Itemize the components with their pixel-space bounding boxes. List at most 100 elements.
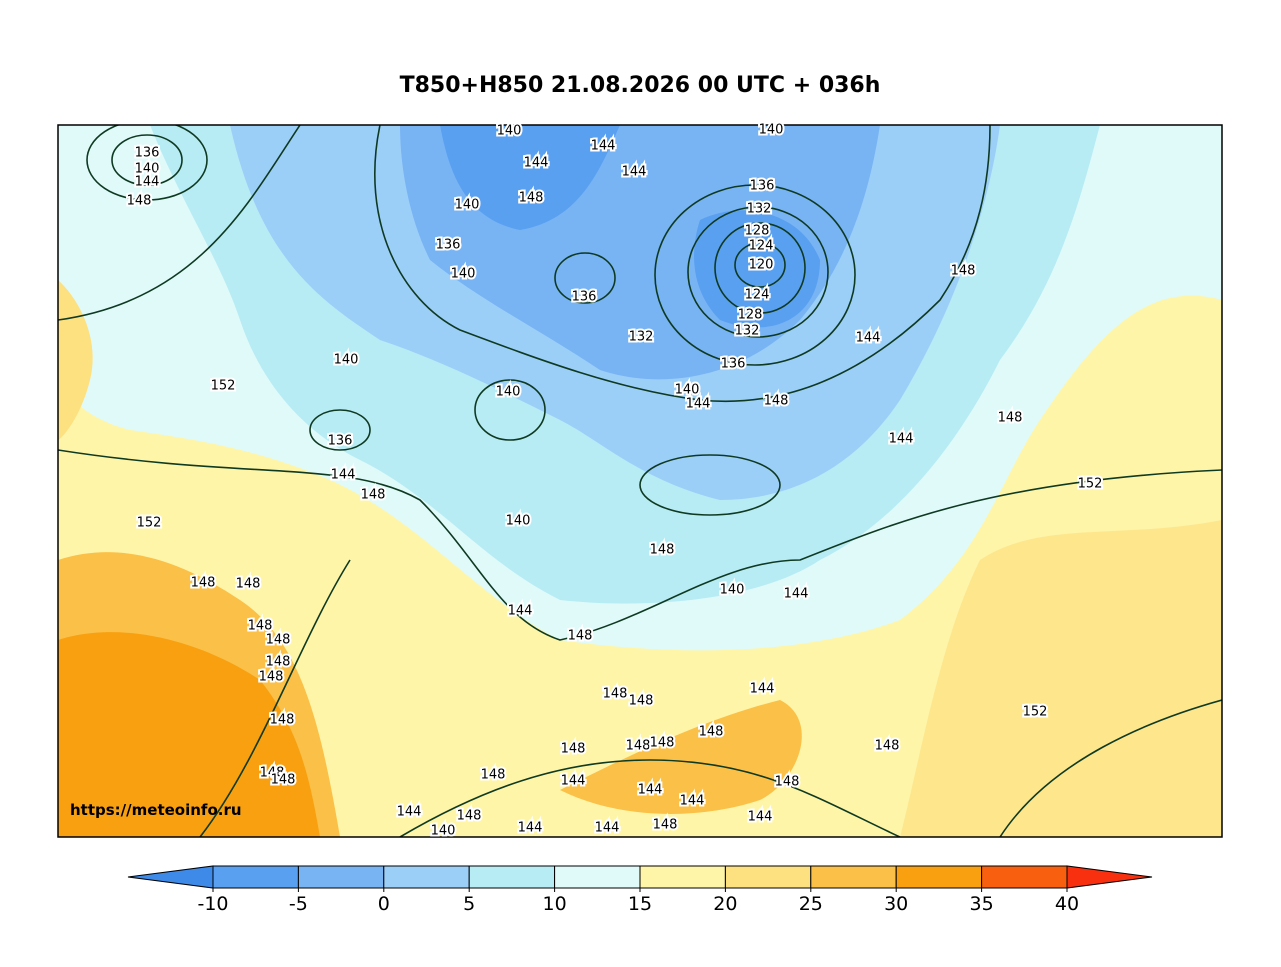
- contour-label: 148: [259, 670, 284, 685]
- contour-label: 136: [135, 146, 160, 161]
- contour-label: 148: [875, 739, 900, 754]
- contour-label: 144: [518, 821, 543, 836]
- colorbar-bin: [554, 865, 641, 889]
- contour-label: 132: [629, 330, 654, 345]
- colorbar-tick-label: 35: [970, 893, 994, 915]
- contour-label: 148: [236, 577, 261, 592]
- contour-label: 144: [524, 156, 549, 171]
- contour-label: 148: [603, 687, 628, 702]
- colorbar-tick-label: -5: [289, 893, 308, 915]
- watermark: https://meteoinfo.ru: [70, 801, 242, 819]
- contour-label: 148: [260, 766, 285, 781]
- contour-label: 136: [436, 238, 461, 253]
- contour-label: 144: [561, 774, 586, 789]
- contour-label: 140: [720, 583, 745, 598]
- contour-label: 148: [775, 775, 800, 790]
- contour-label: 144: [638, 783, 663, 798]
- contour-label: 148: [127, 194, 152, 209]
- contour-label: 144: [591, 139, 616, 154]
- contour-label: 136: [721, 357, 746, 372]
- contour-label: 136: [572, 290, 597, 305]
- map-title: T850+H850 21.08.2026 00 UTC + 036h: [400, 73, 881, 98]
- contour-label: 148: [764, 394, 789, 409]
- contour-label: 148: [626, 739, 651, 754]
- colorbar-bin: [895, 865, 983, 889]
- colorbar-bin: [724, 865, 812, 889]
- contour-label: 148: [481, 768, 506, 783]
- contour-label: 148: [629, 694, 654, 709]
- colorbar-tick-label: 0: [378, 893, 390, 915]
- contour-label: 144: [686, 397, 711, 412]
- colorbar-bin: [981, 865, 1068, 889]
- contour-label: 144: [331, 468, 356, 483]
- contour-label: 144: [135, 175, 160, 190]
- contour-label: 148: [191, 576, 216, 591]
- contour-label: 140: [334, 353, 359, 368]
- colorbar-over: [1066, 865, 1153, 889]
- contour-label: 144: [889, 432, 914, 447]
- contour-label: 148: [650, 543, 675, 558]
- colorbar-bin: [639, 865, 726, 889]
- colorbar-tick-label: 40: [1055, 893, 1079, 915]
- contour-label: 152: [137, 516, 162, 531]
- contour-label: 124: [749, 239, 774, 254]
- colorbar-bin: [468, 865, 556, 889]
- contour-label: 148: [266, 655, 291, 670]
- contour-label: 148: [653, 818, 678, 833]
- contour-label: 140: [506, 514, 531, 529]
- contour-label: 128: [745, 224, 770, 239]
- contour-label: 144: [595, 821, 620, 836]
- colorbar-bin: [810, 865, 897, 889]
- contour-label: 148: [361, 488, 386, 503]
- contour-label: 148: [270, 713, 295, 728]
- colorbar-bin: [212, 865, 299, 889]
- contour-label: 148: [266, 633, 291, 648]
- colorbar: -10 -5 0 5 10 15 20 25 30 35 40: [127, 865, 1153, 915]
- contour-label: 144: [508, 604, 533, 619]
- contour-label: 148: [998, 411, 1023, 426]
- contour-label: 132: [735, 324, 760, 339]
- contour-label: 144: [748, 810, 773, 825]
- contour-label: 152: [1078, 477, 1103, 492]
- map-frame: [57, 124, 1223, 838]
- contour-label: 144: [784, 587, 809, 602]
- colorbar-tick-label: 25: [799, 893, 823, 915]
- contour-label: 140: [675, 383, 700, 398]
- contour-label: 148: [951, 264, 976, 279]
- contour-label: 144: [622, 165, 647, 180]
- contour-label: 140: [496, 385, 521, 400]
- contour-label: 148: [650, 736, 675, 751]
- contour-label: 148: [699, 725, 724, 740]
- contour-label: 148: [568, 629, 593, 644]
- colorbar-tick-label: 15: [628, 893, 652, 915]
- contour-label: 148: [561, 742, 586, 757]
- contour-label: 128: [738, 308, 763, 323]
- colorbar-tick-label: 5: [463, 893, 475, 915]
- colorbar-bin: [297, 865, 385, 889]
- colorbar-under: [127, 865, 214, 889]
- contour-label: 144: [750, 682, 775, 697]
- contour-label: 136: [328, 434, 353, 449]
- temperature-field: [58, 125, 1222, 837]
- colorbar-tick-label: 20: [713, 893, 737, 915]
- contour-label: 140: [451, 267, 476, 282]
- contour-label: 152: [1023, 705, 1048, 720]
- contour-labels: 1361401441481401441481441441401401361401…: [125, 121, 1105, 841]
- contour-label: 148: [519, 191, 544, 206]
- contour-label: 140: [759, 123, 784, 138]
- colorbar-bin: [383, 865, 470, 889]
- contour-label: 148: [457, 809, 482, 824]
- contour-label: 140: [455, 198, 480, 213]
- contour-label: 120: [749, 258, 774, 273]
- contour-label: 136: [750, 179, 775, 194]
- contour-label: 140: [497, 124, 522, 139]
- colorbar-tick-label: -10: [197, 893, 228, 915]
- contour-label: 148: [271, 773, 296, 788]
- contour-label: 132: [747, 202, 772, 217]
- colorbar-tick-label: 10: [543, 893, 567, 915]
- colorbar-tick-label: 30: [884, 893, 908, 915]
- contour-label: 148: [248, 619, 273, 634]
- contour-label: 140: [431, 824, 456, 839]
